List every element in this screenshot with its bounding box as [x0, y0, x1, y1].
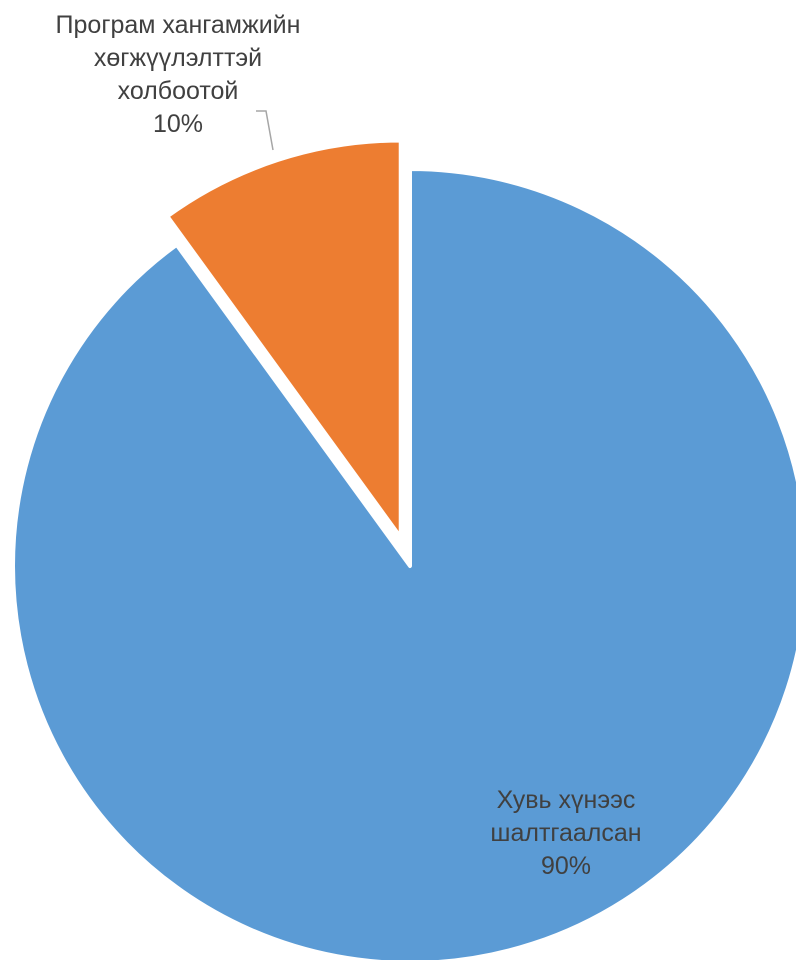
data-label-slice-1: Хувь хүнээс шалтгаалсан 90% [490, 786, 641, 880]
data-label-slice-2: Програм хангамжийн хөгжүүлэлттэй холбоотой… [56, 11, 301, 138]
data-label-line: хөгжүүлэлттэй [94, 44, 262, 72]
data-label-line: холбоотой [118, 77, 239, 105]
leader-lines-layer [256, 110, 274, 151]
data-labels-layer: Хувь хүнээс шалтгаалсан 90% Програм хангамж… [56, 11, 642, 880]
slices-layer [11, 138, 796, 960]
data-label-line: Хувь хүнээс [497, 786, 636, 814]
data-label-line: Програм хангамжийн [56, 11, 301, 39]
data-label-line: шалтгаалсан [490, 819, 641, 847]
pie-slice-2 [165, 138, 403, 540]
data-label-line: 90% [541, 852, 591, 880]
data-label-line: 10% [153, 110, 203, 138]
leader-line-slice-2 [256, 110, 274, 151]
pie-slice-1 [11, 167, 796, 960]
